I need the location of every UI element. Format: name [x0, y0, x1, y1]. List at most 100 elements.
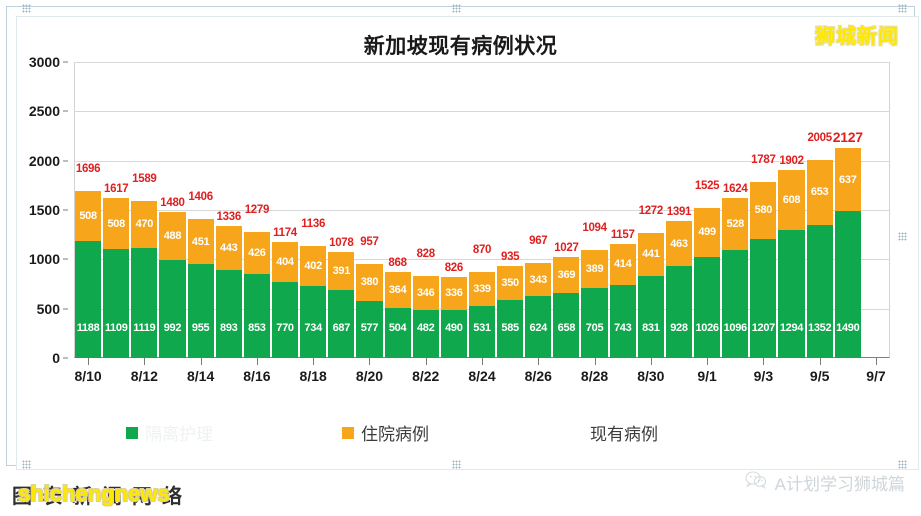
frame-handle-top-middle[interactable]	[452, 4, 461, 13]
bar-segment-isolation[interactable]	[243, 273, 270, 358]
bar-segment-hospitalised[interactable]	[694, 207, 721, 257]
bar-segment-isolation[interactable]	[637, 276, 664, 358]
bar-segment-hospitalised[interactable]	[271, 242, 299, 283]
bar-segment-hospitalised[interactable]	[131, 201, 158, 248]
bar-segment-hospitalised[interactable]	[637, 232, 664, 277]
bar-group[interactable]: 391 687	[328, 251, 355, 358]
bar-segment-isolation[interactable]	[497, 300, 524, 358]
bar-group[interactable]: 346 482	[412, 276, 439, 358]
bar-segment-hospitalised[interactable]	[806, 160, 833, 225]
frame-handle-bottom-left[interactable]	[22, 460, 31, 469]
x-axis-label: 8/22	[412, 368, 440, 384]
bar-group[interactable]: 451 955	[187, 219, 214, 358]
bar-group[interactable]: 637 1490	[834, 148, 861, 358]
frame-handle-bottom-right[interactable]	[898, 460, 907, 469]
bar-segment-isolation[interactable]	[581, 288, 608, 358]
bar-group[interactable]: 350 585	[497, 265, 524, 358]
frame-handle-top-left[interactable]	[22, 4, 31, 13]
bar-group[interactable]: 414 743	[609, 243, 636, 358]
bar-segment-hospitalised[interactable]	[722, 197, 749, 250]
bar-segment-isolation[interactable]	[159, 260, 186, 358]
bar-segment-hospitalised[interactable]	[75, 190, 102, 241]
bar-segment-hospitalised[interactable]	[187, 219, 214, 264]
bar-segment-isolation[interactable]	[412, 310, 439, 358]
bar-segment-hospitalised[interactable]	[497, 265, 524, 301]
bar-segment-hospitalised[interactable]	[103, 198, 130, 249]
x-axis-label: 8/16	[243, 368, 271, 384]
bar-segment-hospitalised[interactable]	[412, 276, 439, 311]
bar-group[interactable]: 653 1352	[806, 160, 833, 358]
bar-group[interactable]: 580 1207	[750, 181, 777, 358]
bar-group[interactable]: 470 1119	[131, 201, 158, 358]
bar-segment-hospitalised[interactable]	[328, 251, 355, 291]
bar-segment-isolation[interactable]	[356, 301, 383, 358]
bar-segment-isolation[interactable]	[328, 290, 355, 358]
bar-segment-isolation[interactable]	[609, 284, 636, 358]
bar-segment-hospitalised[interactable]	[384, 272, 411, 309]
bar-segment-isolation[interactable]	[525, 296, 552, 358]
bar-segment-hospitalised[interactable]	[440, 276, 467, 310]
bar-segment-hospitalised[interactable]	[834, 148, 861, 211]
bar-segment-isolation[interactable]	[553, 293, 580, 358]
bar-segment-hospitalised[interactable]	[525, 262, 552, 297]
bar-segment-isolation[interactable]	[750, 238, 777, 358]
x-axis-label: 8/28	[580, 368, 609, 384]
bar-segment-hospitalised[interactable]	[356, 263, 383, 302]
bar-segment-isolation[interactable]	[778, 230, 805, 358]
bar-group[interactable]: 463 928	[665, 220, 693, 358]
bar-group[interactable]: 508 1109	[103, 198, 130, 358]
bar-group[interactable]: 389 705	[581, 250, 608, 358]
bar-segment-hospitalised[interactable]	[300, 245, 327, 286]
bar-segment-isolation[interactable]	[187, 263, 214, 358]
bar-group[interactable]: 402 734	[300, 245, 327, 358]
frame-handle-middle-right[interactable]	[898, 232, 907, 241]
bar-group[interactable]: 488 992	[159, 211, 186, 358]
bar-group[interactable]: 508 1188	[75, 190, 102, 358]
bar-segment-isolation[interactable]	[271, 282, 299, 358]
bar-segment-isolation[interactable]	[75, 240, 102, 358]
frame-handle-top-right[interactable]	[898, 4, 907, 13]
bar-segment-isolation[interactable]	[694, 256, 721, 358]
bar-group[interactable]: 608 1294	[778, 170, 805, 358]
bar-group[interactable]: 441 831	[637, 232, 664, 358]
bar-segment-hospitalised[interactable]	[581, 250, 608, 289]
bar-segment-hospitalised[interactable]	[778, 170, 805, 231]
bar-segment-hospitalised[interactable]	[553, 256, 580, 294]
bar-segment-hospitalised[interactable]	[609, 243, 636, 285]
footer-account-name: A计划学习狮城篇	[774, 475, 905, 494]
bar-segment-isolation[interactable]	[384, 308, 411, 358]
bar-group[interactable]: 426 853	[243, 231, 270, 358]
bar-segment-isolation[interactable]	[722, 249, 749, 358]
bar-segment-isolation[interactable]	[834, 211, 861, 358]
bar-group[interactable]: 528 1096	[722, 197, 749, 358]
bar-value-label-isolation: 1026	[695, 322, 719, 334]
bar-group[interactable]: 364 504	[384, 272, 411, 358]
legend-item-active-cases[interactable]: 现有病例	[590, 420, 658, 445]
bar-group[interactable]: 380 577	[356, 263, 383, 358]
bar-segment-isolation[interactable]	[468, 305, 496, 358]
bar-segment-hospitalised[interactable]	[665, 220, 693, 267]
bar-segment-isolation[interactable]	[440, 309, 467, 358]
legend-item-hospitalised[interactable]: 住院病例	[342, 420, 429, 445]
bar-group[interactable]: 499 1026	[694, 207, 721, 358]
bar-segment-hospitalised[interactable]	[750, 181, 777, 239]
bar-segment-isolation[interactable]	[300, 285, 327, 358]
bar-segment-hospitalised[interactable]	[243, 231, 270, 274]
bar-segment-hospitalised[interactable]	[159, 211, 186, 261]
bar-group[interactable]: 443 893	[215, 226, 242, 358]
bar-group[interactable]: 404 770	[271, 242, 299, 358]
legend-item-isolation[interactable]: 隔离护理	[126, 420, 213, 445]
bar-segment-isolation[interactable]	[665, 266, 693, 358]
bar-segment-isolation[interactable]	[103, 248, 130, 358]
bar-segment-hospitalised[interactable]	[468, 272, 496, 306]
bar-segment-isolation[interactable]	[131, 247, 158, 358]
bar-group[interactable]: 369 658	[553, 256, 580, 358]
bar-group[interactable]: 339 531	[468, 272, 496, 358]
bar-segment-isolation[interactable]	[215, 269, 242, 358]
bar-group[interactable]: 336 490	[440, 276, 467, 358]
frame-handle-bottom-middle[interactable]	[452, 460, 461, 469]
bar-group[interactable]: 343 624	[525, 262, 552, 358]
bar-segment-isolation[interactable]	[806, 224, 833, 358]
bar-segment-hospitalised[interactable]	[215, 226, 242, 270]
